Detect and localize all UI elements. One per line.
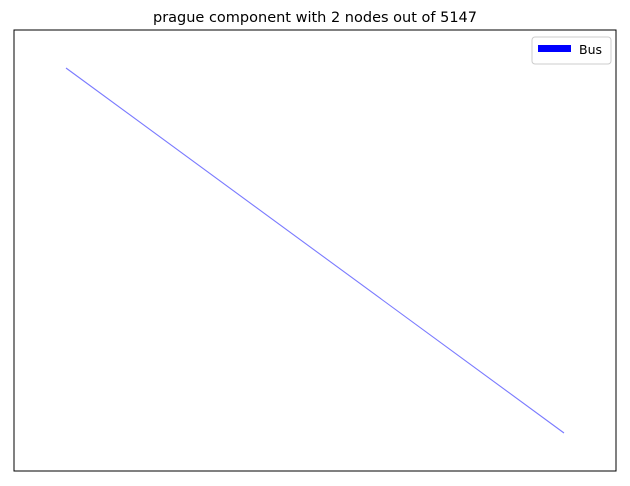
legend: Bus [531,36,612,65]
edge-bus-0 [65,67,565,434]
legend-label-bus: Bus [579,42,602,57]
legend-swatch-bus [538,45,571,52]
chart-title: prague component with 2 nodes out of 514… [153,10,477,26]
edges-layer [65,67,565,434]
legend-box [531,36,612,65]
